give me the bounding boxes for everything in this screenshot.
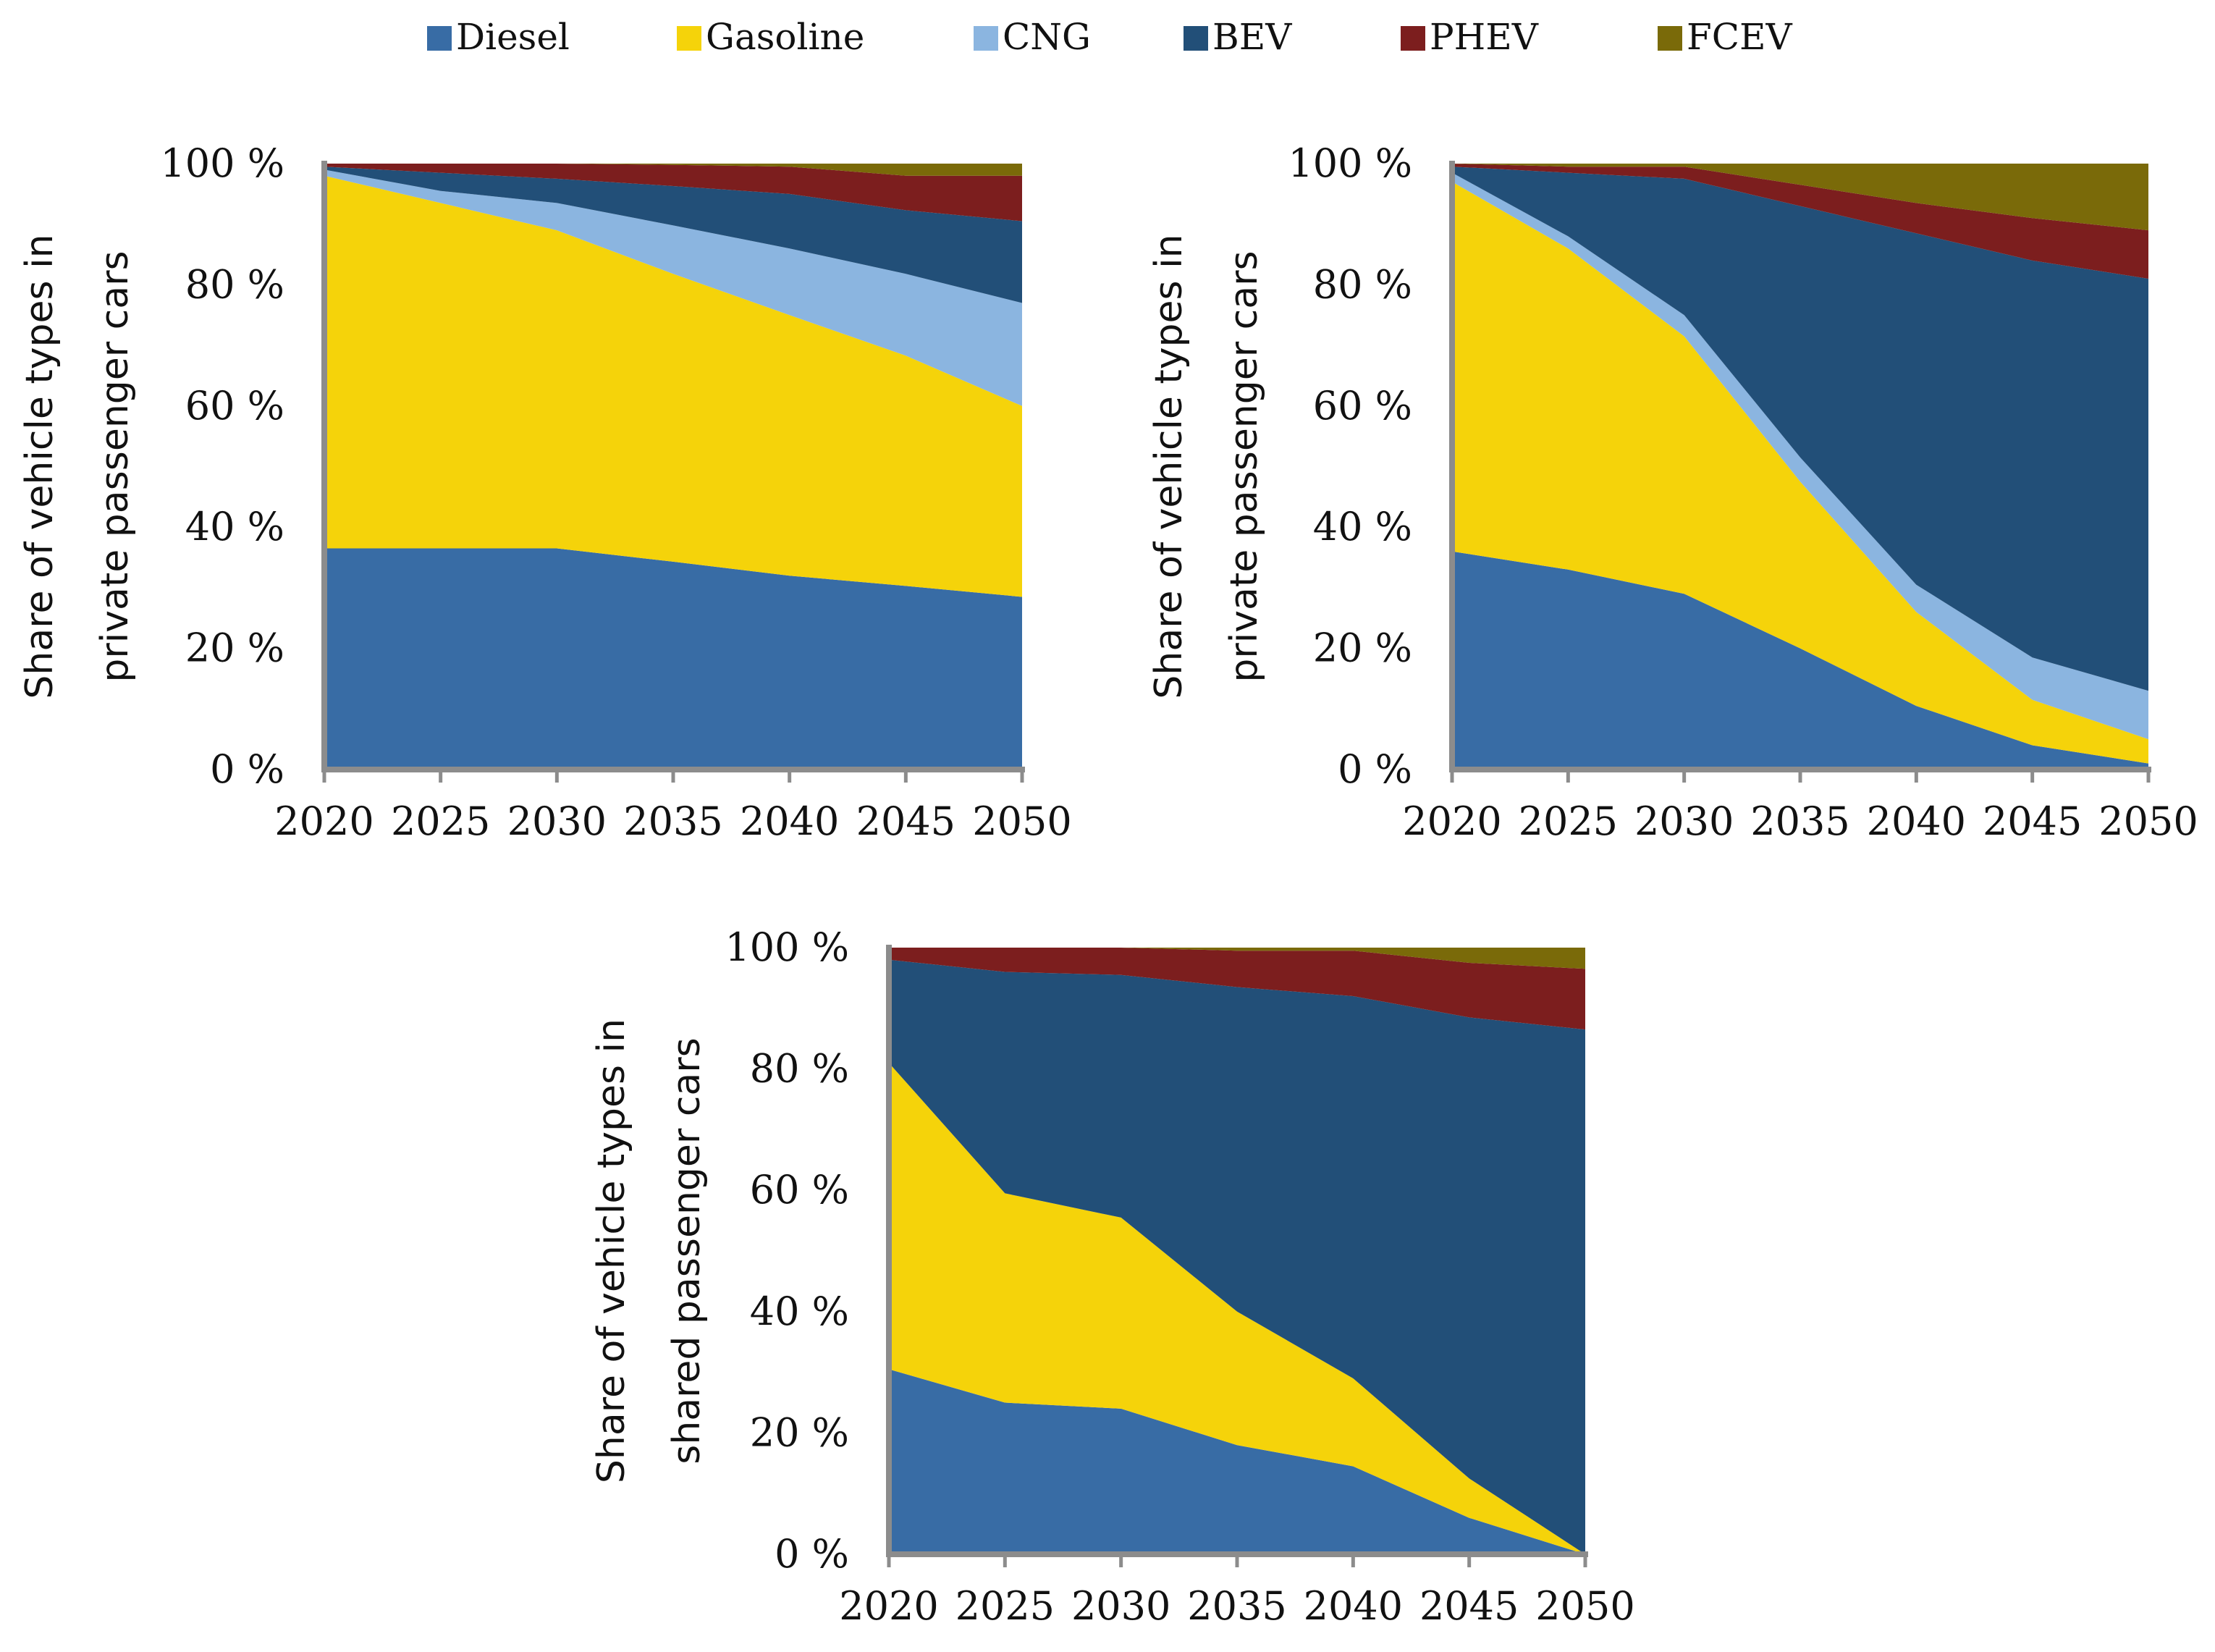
y-tick-label: 0 % xyxy=(775,1531,849,1577)
x-tick-label: 2020 xyxy=(274,798,374,844)
x-tick-label: 2030 xyxy=(1634,798,1734,844)
x-tick-label: 2030 xyxy=(1071,1583,1170,1629)
x-tick-label: 2025 xyxy=(1519,798,1618,844)
legend-swatch-cng xyxy=(974,26,998,51)
area-gasoline xyxy=(324,175,1022,597)
y-axis-title: Share of vehicle types in shared passenge… xyxy=(590,1019,709,1483)
area-cng xyxy=(1452,172,2148,740)
chart-legend: Diesel Gasoline CNG BEV PHEV FCEV xyxy=(427,16,1792,58)
x-tick-label: 2050 xyxy=(1535,1583,1634,1629)
legend-label-fcev: FCEV xyxy=(1687,16,1792,58)
y-tick-label: 60 % xyxy=(750,1167,849,1213)
legend-swatch-gasoline xyxy=(677,26,701,51)
area-phev xyxy=(889,948,1585,1030)
y-tick-label: 80 % xyxy=(185,261,284,307)
axes: 2020 2025 2030 2035 2040 2045 2050 0 % 20 % 40 % 6… xyxy=(725,924,1634,1629)
y-axis-title: Share of vehicle types in private passeng… xyxy=(18,234,137,699)
y-axis-title-line: Share of vehicle types in xyxy=(590,1019,633,1483)
x-tick-label: 2020 xyxy=(1402,798,1501,844)
y-tick-label: 80 % xyxy=(750,1046,849,1092)
private-cars-chart-right: 2020 2025 2030 2035 2040 2045 2050 0 % 20 % 40 % 6… xyxy=(1147,140,2198,844)
y-tick-label: 60 % xyxy=(185,383,284,429)
y-tick-label: 80 % xyxy=(1313,261,1412,307)
legend-swatch-phev xyxy=(1401,26,1425,51)
area-fcev xyxy=(324,164,1022,176)
area-phev xyxy=(324,164,1022,222)
x-tick-label: 2020 xyxy=(839,1583,938,1629)
y-axis-title-line: private passenger cars xyxy=(1223,250,1266,682)
area-diesel xyxy=(1452,551,2148,770)
y-tick-label: 100 % xyxy=(160,140,284,186)
y-axis-title-line: Share of vehicle types in xyxy=(18,234,62,699)
y-axis-title-line: shared passenger cars xyxy=(665,1037,709,1465)
legend-swatch-diesel xyxy=(427,26,452,51)
legend-item-bev: BEV xyxy=(1184,16,1292,58)
private-cars-chart-left: 2020 2025 2030 2035 2040 2045 2050 0 % 20 % 40 % 6… xyxy=(18,140,1072,844)
x-tick-label: 2035 xyxy=(1750,798,1849,844)
shared-cars-chart-bottom: 2020 2025 2030 2035 2040 2045 2050 0 % 20 % 40 % 6… xyxy=(590,924,1635,1629)
x-tick-label: 2025 xyxy=(391,798,490,844)
area-cng xyxy=(324,169,1022,406)
area-layers xyxy=(324,164,1022,770)
legend-item-fcev: FCEV xyxy=(1658,16,1792,58)
x-tick-label: 2040 xyxy=(1867,798,1966,844)
y-tick-label: 100 % xyxy=(1288,140,1412,186)
y-tick-label: 40 % xyxy=(1313,504,1412,549)
y-axis-title: Share of vehicle types in private passeng… xyxy=(1147,234,1266,699)
y-tick-label: 20 % xyxy=(185,625,284,671)
legend-item-diesel: Diesel xyxy=(427,16,570,58)
area-gasoline xyxy=(889,1063,1585,1554)
legend-label-gasoline: Gasoline xyxy=(706,16,864,58)
legend-item-phev: PHEV xyxy=(1401,16,1539,58)
area-bev xyxy=(889,959,1585,1554)
x-tick-label: 2040 xyxy=(1304,1583,1403,1629)
legend-label-cng: CNG xyxy=(1003,16,1091,58)
area-gasoline xyxy=(1452,182,2148,764)
legend-item-cng: CNG xyxy=(974,16,1091,58)
legend-label-diesel: Diesel xyxy=(456,16,570,58)
axes: 2020 2025 2030 2035 2040 2045 2050 0 % 20 % 40 % 6… xyxy=(160,140,1071,844)
area-phev xyxy=(1452,164,2148,279)
legend-swatch-fcev xyxy=(1658,26,1682,51)
x-tick-label: 2040 xyxy=(740,798,839,844)
y-tick-label: 40 % xyxy=(750,1289,849,1334)
y-tick-label: 60 % xyxy=(1313,383,1412,429)
x-tick-label: 2045 xyxy=(856,798,955,844)
y-tick-label: 20 % xyxy=(1313,625,1412,671)
area-bev xyxy=(1452,167,2148,691)
y-axis-title-line: private passenger cars xyxy=(93,250,137,682)
legend-swatch-bev xyxy=(1184,26,1208,51)
area-fcev xyxy=(889,948,1585,969)
area-diesel xyxy=(324,548,1022,770)
x-tick-label: 2035 xyxy=(623,798,722,844)
y-tick-label: 20 % xyxy=(750,1409,849,1455)
y-tick-label: 0 % xyxy=(1338,746,1412,792)
x-tick-label: 2050 xyxy=(2098,798,2198,844)
y-tick-label: 40 % xyxy=(185,504,284,549)
y-tick-label: 0 % xyxy=(210,746,284,792)
legend-label-bev: BEV xyxy=(1212,16,1292,58)
x-tick-label: 2050 xyxy=(972,798,1071,844)
legend-label-phev: PHEV xyxy=(1430,16,1539,58)
area-layers xyxy=(1452,164,2148,770)
x-tick-label: 2025 xyxy=(955,1583,1055,1629)
area-layers xyxy=(889,948,1585,1554)
area-fcev xyxy=(1452,164,2148,231)
area-diesel xyxy=(889,1369,1585,1554)
y-axis-title-line: Share of vehicle types in xyxy=(1147,234,1191,699)
legend-item-gasoline: Gasoline xyxy=(677,16,864,58)
area-bev xyxy=(324,167,1022,303)
x-tick-label: 2030 xyxy=(507,798,607,844)
x-tick-label: 2045 xyxy=(1419,1583,1519,1629)
axes: 2020 2025 2030 2035 2040 2045 2050 0 % 20 % 40 % 6… xyxy=(1288,140,2198,844)
y-tick-label: 100 % xyxy=(725,924,849,970)
x-tick-label: 2045 xyxy=(1983,798,2082,844)
x-tick-label: 2035 xyxy=(1187,1583,1286,1629)
